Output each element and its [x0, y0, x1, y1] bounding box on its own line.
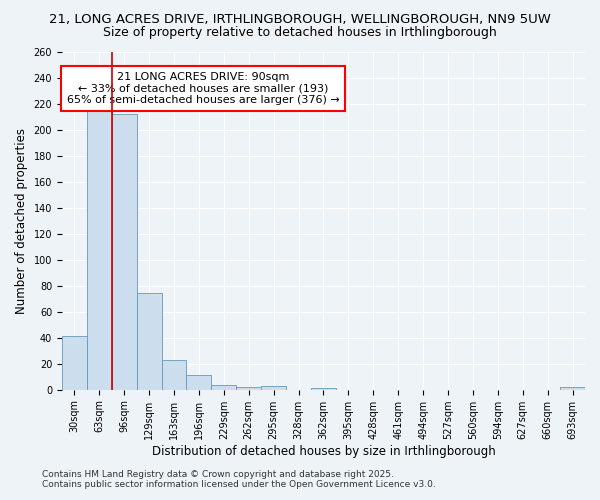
- Text: 21, LONG ACRES DRIVE, IRTHLINGBOROUGH, WELLINGBOROUGH, NN9 5UW: 21, LONG ACRES DRIVE, IRTHLINGBOROUGH, W…: [49, 12, 551, 26]
- Bar: [161, 360, 187, 390]
- Text: 21 LONG ACRES DRIVE: 90sqm
← 33% of detached houses are smaller (193)
65% of sem: 21 LONG ACRES DRIVE: 90sqm ← 33% of deta…: [67, 72, 340, 105]
- Text: Size of property relative to detached houses in Irthlingborough: Size of property relative to detached ho…: [103, 26, 497, 39]
- Y-axis label: Number of detached properties: Number of detached properties: [15, 128, 28, 314]
- Bar: [137, 294, 161, 390]
- Bar: [211, 384, 236, 390]
- X-axis label: Distribution of detached houses by size in Irthlingborough: Distribution of detached houses by size …: [152, 444, 496, 458]
- Bar: [261, 386, 286, 390]
- Bar: [62, 336, 87, 390]
- Bar: [311, 388, 336, 390]
- Bar: [87, 108, 112, 390]
- Bar: [187, 376, 211, 390]
- Bar: [560, 387, 585, 390]
- Bar: [236, 387, 261, 390]
- Text: Contains HM Land Registry data © Crown copyright and database right 2025.
Contai: Contains HM Land Registry data © Crown c…: [42, 470, 436, 489]
- Bar: [112, 114, 137, 390]
